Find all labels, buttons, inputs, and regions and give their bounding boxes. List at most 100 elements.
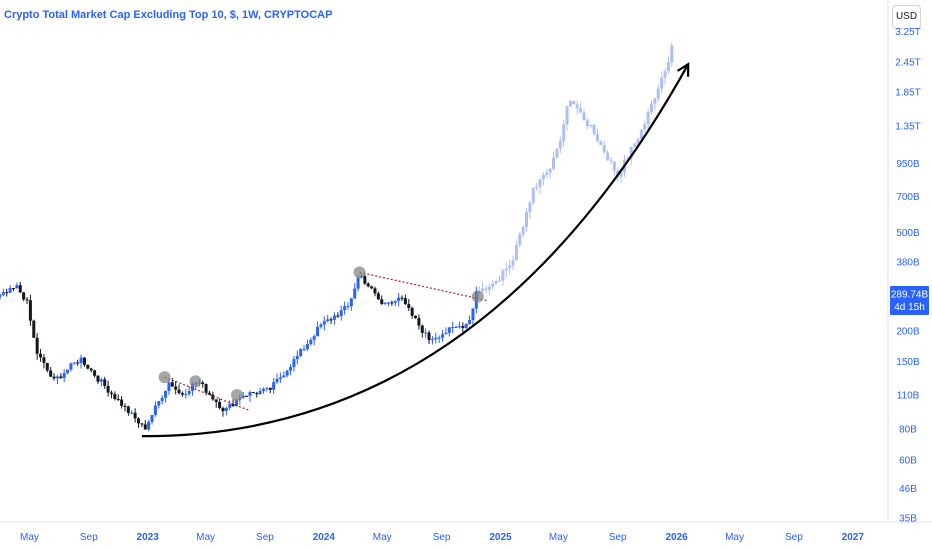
candle bbox=[262, 387, 266, 394]
candle bbox=[397, 292, 401, 307]
candle bbox=[221, 406, 225, 417]
candle bbox=[447, 326, 451, 337]
candle bbox=[643, 121, 647, 133]
candle bbox=[265, 387, 269, 392]
candle bbox=[180, 391, 184, 397]
candle bbox=[370, 285, 374, 290]
candle bbox=[201, 380, 205, 388]
candle bbox=[329, 317, 333, 324]
price-tick-label: 80B bbox=[899, 425, 917, 436]
candle bbox=[660, 71, 664, 94]
candle bbox=[8, 285, 12, 294]
candle bbox=[28, 294, 32, 326]
candle bbox=[153, 401, 157, 417]
candle bbox=[535, 183, 539, 191]
price-tick-label: 380B bbox=[896, 257, 920, 268]
time-axis[interactable]: May Sep 2023 May Sep 2024 May Sep 2025 May Sep 2026… bbox=[20, 532, 864, 543]
candle bbox=[424, 328, 428, 339]
candle bbox=[498, 275, 501, 282]
price-candles bbox=[0, 273, 478, 432]
candle bbox=[410, 306, 414, 319]
candle bbox=[451, 321, 455, 334]
currency-button[interactable]: USD bbox=[892, 5, 921, 29]
candle bbox=[427, 330, 431, 344]
price-tick-label: 2.45T bbox=[895, 57, 921, 68]
candle bbox=[575, 100, 579, 115]
candle bbox=[434, 332, 438, 344]
time-tick-label: May bbox=[373, 532, 392, 543]
candle bbox=[305, 339, 309, 352]
candle bbox=[633, 143, 637, 148]
candle bbox=[363, 274, 367, 286]
candle bbox=[93, 369, 97, 378]
price-tick-label: 46B bbox=[899, 484, 917, 495]
price-axis[interactable]: 3.25T2.45T1.85T1.35T950B700B500B380B280B… bbox=[895, 27, 921, 524]
candle bbox=[295, 350, 299, 365]
candle bbox=[103, 376, 107, 389]
candle bbox=[487, 283, 491, 296]
price-tick-label: 110B bbox=[897, 390, 920, 401]
time-tick-label: Sep bbox=[609, 532, 627, 543]
candle bbox=[123, 403, 127, 412]
candle bbox=[289, 364, 293, 376]
candle bbox=[572, 100, 576, 105]
candle bbox=[346, 302, 350, 310]
candle bbox=[15, 282, 19, 289]
candle bbox=[417, 314, 421, 330]
candle bbox=[393, 300, 397, 307]
candle bbox=[55, 374, 59, 385]
candle bbox=[258, 387, 262, 395]
price-tick-label: 1.35T bbox=[895, 121, 921, 132]
candle bbox=[174, 381, 178, 395]
candle bbox=[582, 109, 586, 121]
candle bbox=[89, 367, 93, 373]
time-tick-label: Sep bbox=[785, 532, 803, 543]
price-tick-label: 200B bbox=[896, 326, 920, 337]
candle bbox=[666, 56, 670, 75]
time-tick-label: 2026 bbox=[665, 532, 688, 543]
candle bbox=[218, 398, 222, 410]
last-price-value: 289.74B bbox=[891, 290, 929, 301]
candle bbox=[25, 296, 29, 305]
candle bbox=[464, 323, 468, 330]
candle bbox=[130, 410, 134, 415]
time-tick-label: May bbox=[20, 532, 39, 543]
candle bbox=[1, 288, 5, 297]
candle bbox=[528, 200, 532, 219]
time-tick-label: 2027 bbox=[842, 532, 865, 543]
candle bbox=[602, 140, 606, 154]
candle bbox=[531, 187, 535, 206]
time-tick-label: 2024 bbox=[313, 532, 336, 543]
candle bbox=[160, 395, 164, 405]
candle bbox=[562, 120, 566, 148]
candle bbox=[646, 108, 650, 131]
candle bbox=[52, 373, 56, 381]
candle bbox=[18, 281, 22, 293]
candle bbox=[164, 390, 168, 403]
candle bbox=[299, 347, 303, 357]
candle bbox=[454, 325, 458, 329]
candle bbox=[376, 291, 380, 300]
candle bbox=[177, 384, 181, 395]
candle bbox=[116, 394, 120, 402]
touch-point-marker bbox=[158, 371, 171, 384]
time-tick-label: May bbox=[549, 532, 568, 543]
candle bbox=[579, 102, 583, 114]
price-tick-label: 500B bbox=[896, 228, 920, 239]
candle bbox=[133, 408, 137, 423]
support-curve-arrowhead bbox=[677, 62, 690, 77]
candle bbox=[302, 345, 306, 351]
candle bbox=[282, 371, 286, 378]
candle bbox=[113, 391, 117, 401]
candle bbox=[187, 386, 191, 397]
candle bbox=[380, 295, 384, 305]
candle bbox=[525, 207, 529, 233]
candle bbox=[437, 335, 441, 344]
candle bbox=[326, 315, 330, 323]
time-tick-label: Sep bbox=[256, 532, 274, 543]
candle bbox=[441, 330, 445, 342]
candle bbox=[508, 259, 512, 275]
last-price-badge-bg bbox=[890, 286, 929, 315]
